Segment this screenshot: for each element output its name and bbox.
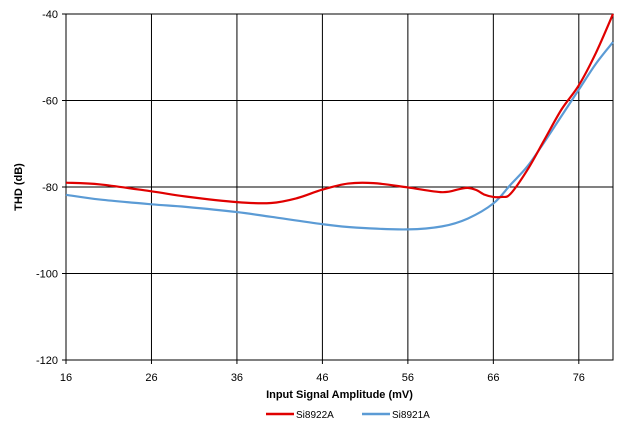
x-tick-label: 16 (60, 372, 72, 384)
y-tick-label: -60 (42, 96, 58, 108)
series-layer (65, 13, 615, 231)
plot-area (65, 13, 614, 361)
y-tick-label: -40 (42, 9, 58, 21)
series-line-si8922a (65, 13, 615, 205)
x-tick-label: 46 (316, 372, 328, 384)
legend: Si8922A Si8921A (266, 410, 430, 421)
x-tick-label: 66 (487, 372, 499, 384)
y-tick-labels: -40 -60 -80 -100 -120 (36, 9, 58, 367)
legend-item-si8921a: Si8921A (362, 410, 430, 421)
y-axis-title: THD (dB) (13, 163, 25, 211)
legend-label: Si8922A (296, 410, 334, 421)
x-tick-label: 56 (402, 372, 414, 384)
y-tick-label: -120 (36, 355, 58, 367)
legend-label: Si8921A (392, 410, 430, 421)
grid-lines (62, 13, 613, 364)
series-line-si8921a (65, 41, 614, 231)
x-tick-label: 36 (231, 372, 243, 384)
x-axis-title: Input Signal Amplitude (mV) (266, 389, 413, 401)
x-tick-labels: 16 26 36 46 56 66 76 (60, 372, 585, 384)
x-tick-label: 26 (145, 372, 157, 384)
x-tick-label: 76 (573, 372, 585, 384)
y-tick-label: -80 (42, 182, 58, 194)
legend-item-si8922a: Si8922A (266, 410, 334, 421)
y-tick-label: -100 (36, 269, 58, 281)
